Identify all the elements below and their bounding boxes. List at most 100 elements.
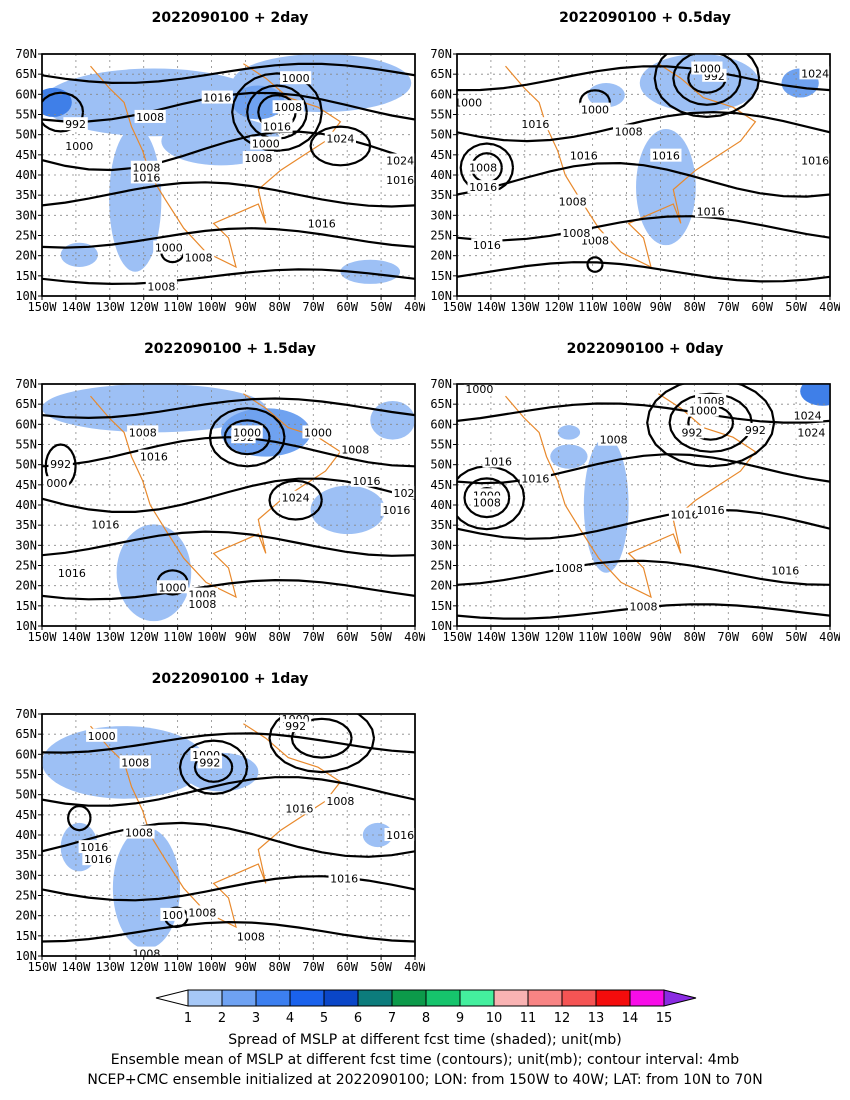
mslp-contour: [268, 479, 323, 521]
contour-label: 1008: [272, 100, 304, 114]
lon-tick-label: 70W: [302, 630, 324, 644]
contour-label-text: 992: [65, 118, 86, 131]
contour-label: 1008: [127, 425, 159, 439]
contour-label-text: 1024: [326, 133, 354, 146]
colorbar-level-label: 12: [554, 1011, 571, 1026]
lon-tick-label: 60W: [336, 960, 358, 974]
mslp-contour: [42, 397, 415, 420]
contour-label: 1024: [391, 485, 422, 500]
contour-label-text: 1016: [484, 455, 512, 468]
colorbar-level-label: 2: [218, 1011, 226, 1026]
contour-label: 1000: [86, 728, 118, 743]
lon-tick-label: 140W: [476, 300, 506, 314]
contour-label-text: 1016: [382, 504, 410, 517]
contour-label-text: 1016: [469, 181, 497, 194]
colorbar-swatch: [255, 989, 291, 1007]
contour-label: 1016: [89, 517, 122, 531]
contour-label: 1024: [324, 131, 356, 146]
lat-tick-label: 65N: [15, 727, 37, 741]
lon-tick-label: 100W: [612, 630, 642, 644]
lat-tick-label: 65N: [15, 67, 37, 81]
contour-label: 1000: [579, 102, 611, 117]
contour-label: 1016: [384, 172, 415, 187]
lon-tick-label: 40W: [404, 630, 425, 644]
contour-label: 1016: [328, 871, 360, 886]
lon-tick-label: 40W: [819, 300, 840, 314]
mslp-contour: [457, 110, 830, 143]
lat-tick-label: 35N: [15, 518, 37, 532]
contour-label: 1008: [553, 560, 585, 575]
map-panel-1-5day: 9920001008101699210001000100810241016102…: [15, 377, 425, 644]
contour-label: 1016: [695, 502, 727, 517]
contour-label-text: 1016: [263, 121, 291, 134]
contour-label-text: 1008: [473, 497, 501, 510]
panel-title-0-5day: 2022090100 + 0.5day: [559, 10, 731, 26]
colorbar-swatch: [357, 989, 393, 1007]
spread-shade: [310, 485, 386, 535]
mslp-contour: [268, 714, 376, 774]
contour-label: 1000: [457, 95, 484, 109]
lon-tick-label: 120W: [129, 630, 159, 644]
lat-tick-label: 70N: [430, 47, 452, 61]
lat-tick-label: 35N: [15, 188, 37, 202]
contour-label-text: 1016: [84, 853, 112, 866]
lon-tick-label: 100W: [197, 300, 227, 314]
contour-label: 1016: [519, 471, 551, 485]
coastline: [90, 63, 342, 269]
contour-label: 1016: [56, 565, 88, 580]
contour-label: 100: [160, 907, 185, 922]
contour-label: 1008: [123, 825, 155, 840]
contour-label: 1008: [145, 279, 177, 293]
colorbar-swatch: [493, 989, 529, 1007]
colorbar-level-label: 7: [388, 1011, 396, 1026]
contour-label: 1000: [280, 71, 312, 85]
lat-tick-label: 45N: [15, 478, 37, 492]
lat-tick-label: 60N: [15, 87, 37, 101]
contour-label: 992: [679, 425, 705, 439]
contour-label: 1008: [471, 495, 503, 510]
lat-tick-label: 40N: [15, 498, 37, 512]
contour-label-text: 1024: [386, 154, 414, 167]
lon-tick-label: 130W: [95, 300, 125, 314]
lat-tick-label: 25N: [15, 559, 37, 573]
lon-tick-label: 120W: [129, 960, 159, 974]
lon-tick-label: 40W: [819, 630, 840, 644]
contour-label-text: 1016: [771, 564, 799, 577]
colorbar-swatch: [187, 989, 223, 1007]
contour-label: 1000: [156, 580, 189, 594]
lat-tick-label: 55N: [15, 438, 37, 452]
lat-tick-label: 10N: [15, 289, 37, 303]
spread-shade: [636, 129, 696, 246]
lat-tick-label: 65N: [430, 67, 452, 81]
colorbar-swatch: [391, 989, 427, 1007]
contour-label-text: 1024: [394, 487, 422, 500]
contour-label-text: 1008: [125, 827, 153, 840]
mslp-contour: [653, 54, 761, 119]
coastline: [505, 393, 757, 599]
lon-tick-label: 80W: [269, 300, 291, 314]
contour-label-text: 1016: [697, 504, 725, 517]
spread-shade: [370, 400, 415, 440]
contour-label: 1008: [119, 755, 151, 769]
spread-shade: [340, 259, 401, 284]
lat-tick-label: 50N: [15, 128, 37, 142]
lon-tick-label: 150W: [443, 300, 473, 314]
contour-label: 1000: [687, 403, 719, 418]
contour-label: 1000: [691, 61, 723, 76]
mslp-contour: [42, 776, 415, 807]
contour-label-text: 1000: [233, 426, 261, 439]
mslp-contour: [193, 751, 234, 783]
mslp-contour: [42, 732, 415, 754]
contour-label-text: 000: [46, 477, 67, 490]
lon-tick-label: 100W: [197, 630, 227, 644]
contour-label: 992: [197, 755, 223, 769]
contour-label: 1008: [130, 946, 163, 956]
lon-tick-label: 150W: [28, 300, 58, 314]
footer-mean-line: Ensemble mean of MSLP at different fcst …: [110, 1052, 740, 1068]
lon-tick-label: 110W: [578, 630, 608, 644]
lon-tick-label: 150W: [28, 630, 58, 644]
lon-tick-label: 80W: [269, 960, 291, 974]
lat-tick-label: 45N: [15, 148, 37, 162]
lon-tick-label: 90W: [235, 960, 257, 974]
contour-label-text: 1000: [159, 581, 187, 594]
